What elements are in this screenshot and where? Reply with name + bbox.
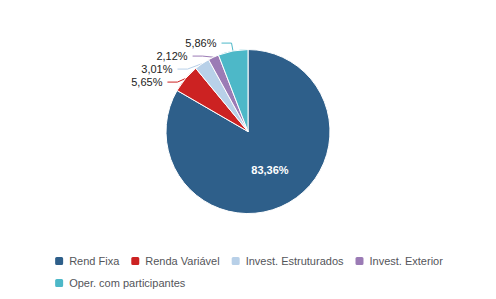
svg-text:Oper. com participantes: Oper. com participantes bbox=[69, 277, 186, 289]
svg-text:83,36%: 83,36% bbox=[251, 164, 289, 176]
svg-text:Renda Variável: Renda Variável bbox=[145, 255, 219, 267]
svg-text:3,01%: 3,01% bbox=[141, 63, 172, 75]
svg-text:Invest. Exterior: Invest. Exterior bbox=[369, 255, 443, 267]
svg-text:2,12%: 2,12% bbox=[156, 50, 187, 62]
svg-text:Rend Fixa: Rend Fixa bbox=[69, 255, 120, 267]
svg-text:5,65%: 5,65% bbox=[131, 76, 162, 88]
svg-text:5,86%: 5,86% bbox=[185, 37, 216, 49]
svg-text:Invest. Estruturados: Invest. Estruturados bbox=[246, 255, 344, 267]
